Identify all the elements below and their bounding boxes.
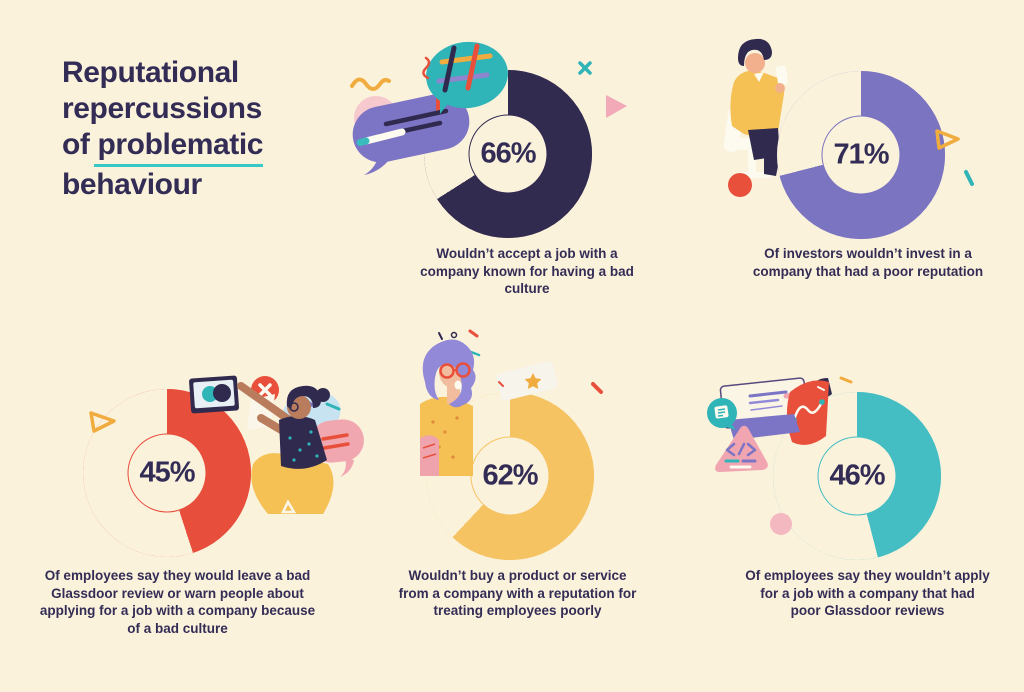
donut2-accents [935, 129, 974, 186]
chat-circle-icon [707, 398, 737, 430]
worried-woman-illustration [420, 329, 603, 476]
percent-value: 71% [833, 138, 889, 171]
cross-icon [578, 61, 592, 75]
squiggle-icon [422, 56, 431, 80]
hair [738, 38, 772, 66]
title-line: Reputational [62, 56, 239, 89]
underlined-word: problematic [94, 127, 263, 167]
percent-value: 45% [139, 456, 195, 489]
chair-pole [748, 148, 756, 176]
polka-top [279, 416, 327, 469]
confetti-dash [438, 332, 443, 340]
donut-hole: 45% [127, 433, 207, 513]
cards-charts-illustration [707, 376, 853, 535]
red-dot [728, 173, 752, 197]
percent-value: 62% [482, 459, 538, 492]
teal-dash [469, 350, 481, 357]
donut-chart-investors: 71% [777, 71, 945, 239]
triangle-outline-icon [280, 499, 297, 514]
hair-bun [316, 388, 330, 402]
title-word: of [62, 128, 98, 161]
donut-hole: 71% [821, 115, 901, 195]
woman-figure [420, 339, 476, 476]
donut-hole: 62% [470, 436, 550, 516]
collar [754, 72, 764, 82]
arm [750, 86, 782, 117]
confetti-circle [450, 331, 458, 339]
laptop-icon [189, 375, 239, 414]
hair [286, 385, 321, 410]
skirt [251, 453, 334, 514]
triangle-icon [606, 95, 627, 118]
glasses-icon [289, 402, 299, 412]
stat-caption: Wouldn’t accept a job with a company kno… [420, 246, 634, 296]
star-card-icon [496, 361, 558, 401]
hashtag-bubble-icon [426, 41, 508, 114]
donut-chart-glassdoor-review: 45% [83, 389, 251, 557]
pink-circle [770, 513, 792, 535]
purple-hair [422, 339, 476, 408]
triangle-outline-icon [89, 411, 116, 433]
triangle-outline-icon [935, 129, 960, 150]
stat-caption: Wouldn’t buy a product or service from a… [398, 568, 637, 618]
pencil-icon [362, 128, 406, 145]
phone-icon [776, 65, 788, 86]
title-line: of problematic [62, 127, 263, 167]
title-line: behaviour [62, 168, 202, 201]
line-chart-icon [792, 400, 824, 422]
leg [764, 152, 780, 176]
hand [775, 83, 785, 93]
percent-value: 66% [480, 137, 536, 170]
stat-caption: Of employees say they wouldn’t apply for… [745, 568, 990, 618]
code-triangle-icon [715, 425, 768, 472]
title-line: repercussions [62, 92, 262, 125]
woman-laptop-illustration [89, 375, 364, 514]
speech-bubbles-illustration [350, 41, 627, 175]
confetti-dash [468, 329, 479, 338]
yellow-dash [839, 376, 853, 384]
percent-value: 46% [829, 459, 885, 492]
teal-dash [964, 170, 974, 186]
teal-dash [325, 402, 341, 411]
red-dash [591, 382, 603, 394]
stat-caption: Of investors wouldn’t invest in a compan… [752, 246, 984, 279]
mouth [454, 380, 462, 390]
page-title: Reputational repercussions of problemati… [62, 55, 263, 203]
donut-hole: 66% [468, 114, 548, 194]
face [745, 53, 765, 73]
red-chart-card-icon [786, 380, 829, 445]
squiggle-icon [350, 77, 391, 91]
stat-caption: Of employees say they would leave a bad … [39, 568, 316, 636]
woman-figure [237, 382, 334, 514]
donut-hole: 46% [817, 436, 897, 516]
sitting-man-illustration [723, 38, 788, 197]
trousers [748, 128, 780, 160]
